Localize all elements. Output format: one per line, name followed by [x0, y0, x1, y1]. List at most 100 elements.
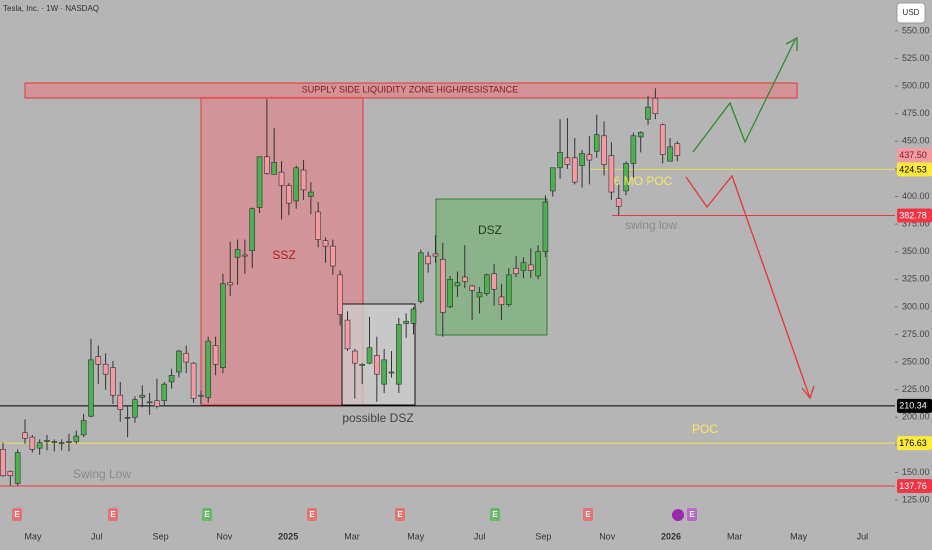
y-tick-label: 375.00: [902, 218, 930, 228]
candle-body: [117, 394, 124, 410]
event-label: E: [585, 510, 591, 519]
y-tick-label: 225.00: [902, 384, 930, 394]
candle-body: [476, 292, 483, 298]
candle-body: [14, 452, 21, 484]
candle-body: [432, 253, 439, 257]
candle-body: [102, 363, 109, 375]
possible-dsz-label: possible DSZ: [342, 411, 413, 425]
currency-box: [896, 2, 926, 24]
event-marker: [12, 508, 22, 521]
candle-body: [73, 435, 80, 442]
candle-body: [498, 296, 505, 305]
candle-body: [630, 135, 637, 164]
candle-body: [454, 282, 461, 287]
candle-body: [154, 400, 160, 407]
candle-body: [293, 167, 300, 202]
swing-low-old-label: Swing Low: [73, 467, 131, 481]
candle-body: [337, 274, 343, 315]
price-tag-label: 137.76: [899, 481, 927, 491]
candle-body: [139, 394, 146, 398]
bear-arrowhead: [801, 385, 815, 400]
candle-body: [0, 448, 6, 477]
event-marker: [202, 508, 212, 521]
x-tick-label: May: [407, 531, 425, 541]
candle-body: [447, 278, 453, 308]
candle-body: [88, 359, 94, 417]
candle-body: [198, 394, 204, 397]
candle-body: [51, 441, 58, 443]
candle-body: [66, 441, 72, 443]
candle-body: [461, 276, 468, 282]
candle-body: [491, 273, 497, 290]
y-tick-label: 300.00: [902, 301, 930, 311]
price-tag: [897, 436, 932, 451]
candle-body: [278, 171, 285, 186]
candle-body: [403, 320, 409, 324]
x-tick-label: Nov: [599, 531, 616, 541]
y-tick-label: 450.00: [902, 136, 930, 146]
ssz-label: SSZ: [272, 248, 295, 262]
candle-body: [513, 267, 519, 275]
candle-body: [315, 211, 321, 240]
price-tag-label: 210.34: [899, 401, 927, 411]
candle-body: [359, 363, 365, 366]
candle-body: [608, 155, 615, 193]
candle-body: [557, 152, 563, 169]
candle-body: [623, 163, 629, 192]
price-tag: [897, 162, 932, 177]
swing-low-label: swing low: [625, 218, 677, 232]
candle-body: [95, 356, 102, 365]
candle-body: [212, 345, 219, 365]
event-marker: [108, 508, 118, 521]
x-tick-label: May: [790, 531, 808, 541]
dsz-label: DSZ: [478, 223, 502, 237]
event-label: E: [492, 510, 498, 519]
candle-body: [256, 156, 263, 208]
currency-label: USD: [903, 8, 920, 17]
price-tag: [897, 398, 932, 413]
candle-body: [308, 191, 314, 197]
candle-body: [183, 352, 190, 363]
x-tick-label: Mar: [344, 531, 360, 541]
price-tag-label: 382.78: [899, 210, 927, 220]
x-tick-label: 2025: [278, 531, 298, 541]
event-marker: [490, 508, 500, 521]
candle-body: [227, 282, 234, 286]
x-tick-label: Mar: [727, 531, 743, 541]
candle-body: [396, 324, 402, 385]
y-tick-label: 275.00: [902, 329, 930, 339]
candle-body: [110, 367, 116, 396]
x-tick-label: Nov: [216, 531, 233, 541]
event-label: E: [204, 510, 210, 519]
x-tick-label: Sep: [153, 531, 169, 541]
candle-body: [146, 401, 153, 404]
candle-body: [176, 350, 182, 373]
candle-body: [439, 259, 446, 313]
y-tick-label: 200.00: [902, 412, 930, 422]
price-tag: [897, 478, 932, 493]
x-tick-label: May: [24, 531, 42, 541]
supply-zone-box: [24, 82, 798, 99]
candle-body: [22, 432, 28, 439]
candle-body: [286, 185, 292, 204]
event-label: E: [689, 510, 695, 519]
candle-body: [593, 134, 600, 152]
event-marker: [307, 508, 317, 521]
candle-body: [381, 359, 387, 385]
x-tick-label: Jul: [857, 531, 869, 541]
event-label: E: [14, 510, 20, 519]
candle-body: [234, 249, 241, 258]
candle-body: [344, 319, 351, 350]
candle-body: [271, 161, 278, 175]
candle-body: [652, 97, 659, 115]
candle-body: [601, 135, 607, 165]
candle-body: [388, 371, 395, 374]
event-icon: [672, 509, 684, 521]
bear-path: [685, 174, 811, 399]
candle-body: [80, 420, 87, 436]
candle-body: [36, 442, 43, 449]
y-tick-label: 400.00: [902, 191, 930, 201]
candle-body: [168, 375, 175, 383]
price-tag: [897, 208, 932, 223]
y-tick-label: 475.00: [902, 108, 930, 118]
